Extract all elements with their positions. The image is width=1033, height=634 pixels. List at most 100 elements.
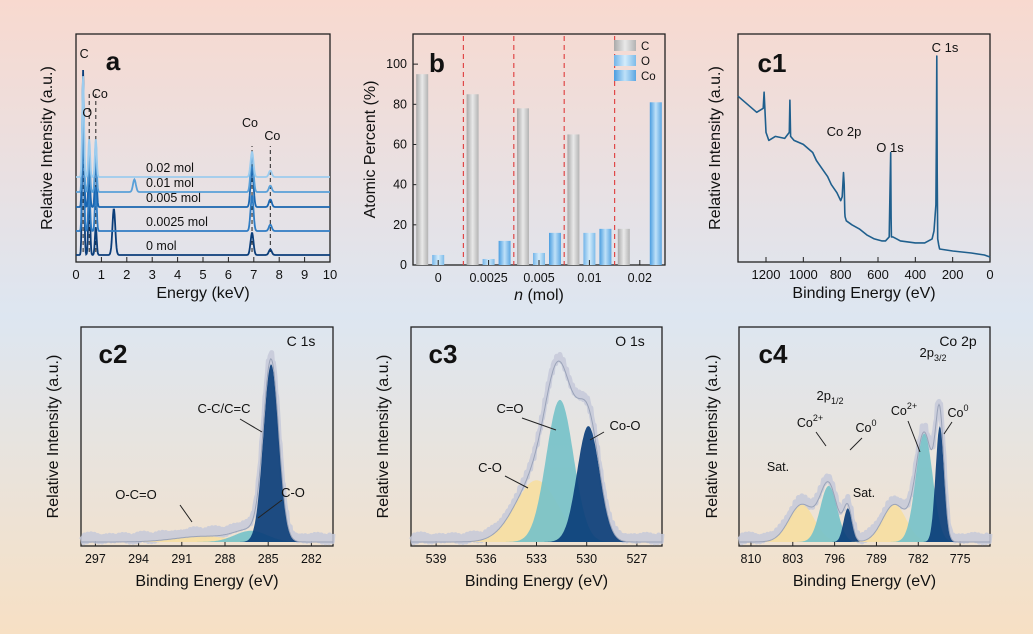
- spectrum-line: [76, 69, 330, 257]
- component-label: C-O: [478, 460, 502, 475]
- label-leader-line: [815, 431, 827, 447]
- x-tick-label: 288: [215, 552, 236, 566]
- peak-label: Co: [264, 129, 280, 143]
- x-tick-label: 291: [171, 552, 192, 566]
- x-tick-label: 539: [426, 552, 447, 566]
- bar-O: [432, 254, 445, 265]
- fit-envelope-line: [739, 403, 990, 543]
- bar-Co: [549, 232, 561, 265]
- peak-annotation: Co 2p: [827, 124, 862, 139]
- y-tick-label: 60: [393, 137, 407, 151]
- panel-c2: 297 294 291 288 285 282 c2 C 1s Binding Energy (…: [45, 326, 336, 590]
- x-tick-label: 0: [72, 267, 79, 282]
- fit-component: [81, 364, 333, 542]
- peak-label: Co: [242, 116, 258, 130]
- label-leader-line: [943, 421, 953, 435]
- x-tick-label: 400: [904, 267, 926, 282]
- x-tick-label: 782: [908, 552, 929, 566]
- spectrum-line: [76, 76, 330, 178]
- x-tick-label: 533: [526, 552, 547, 566]
- orbital-label: 2p1/2: [817, 388, 844, 406]
- y-axis-title: Atomic Percent (%): [362, 81, 379, 219]
- bar-Co: [649, 102, 662, 265]
- x-tick-label: 297: [85, 552, 106, 566]
- x-tick-label: 6: [225, 267, 232, 282]
- bar-O: [533, 252, 545, 265]
- panel-title: C 1s: [287, 333, 316, 349]
- component-label: C-O: [281, 485, 305, 500]
- x-tick-label: 0.0025: [469, 271, 507, 285]
- x-axis-title: Energy (keV): [156, 285, 249, 302]
- fit-component: [739, 504, 990, 542]
- series-label: 0 mol: [146, 239, 177, 253]
- x-tick-label: 1000: [789, 267, 818, 282]
- fit-envelope-line: [411, 360, 662, 543]
- fit-component: [739, 433, 990, 542]
- panel-c1: 1200 1000 800 600 400 200 0 C 1s Co 2p O 1s c1 Bind…: [707, 33, 994, 302]
- x-tick-label: 0.005: [523, 271, 554, 285]
- peak-label: O: [82, 106, 92, 120]
- y-axis-title: Relative Intensity (a.u.): [45, 355, 62, 519]
- bar-O: [583, 232, 596, 265]
- panel-title: Co 2p: [939, 333, 977, 349]
- panel-c4-frame: [738, 326, 991, 547]
- x-tick-label: 3: [149, 267, 156, 282]
- x-tick-label: 4: [174, 267, 181, 282]
- x-tick-label: 0.01: [577, 271, 601, 285]
- x-tick-label: 282: [301, 552, 322, 566]
- y-axis-title: Relative Intensity (a.u.): [375, 355, 392, 519]
- y-axis-title: Relative Intensity (a.u.): [39, 66, 56, 230]
- x-tick-label: 600: [867, 267, 889, 282]
- component-label: O-C=O: [115, 487, 157, 502]
- x-tick-label: 9: [301, 267, 308, 282]
- series-label: 0.02 mol: [146, 161, 194, 175]
- panel-label: c1: [758, 48, 787, 78]
- bar-C: [517, 108, 529, 265]
- spectrum-line: [76, 80, 330, 208]
- x-tick-label: 294: [128, 552, 149, 566]
- y-tick-label: 0: [400, 258, 407, 272]
- label-leader-line: [257, 499, 283, 519]
- x-tick-label: 527: [626, 552, 647, 566]
- bar-C: [416, 74, 429, 265]
- x-tick-label: 2: [123, 267, 130, 282]
- x-tick-label: 5: [199, 267, 206, 282]
- panel-label: c2: [99, 339, 128, 369]
- panel-title: O 1s: [615, 333, 645, 349]
- bar-C: [617, 228, 630, 265]
- panel-label: c4: [759, 339, 788, 369]
- bar-Co: [498, 240, 511, 265]
- x-tick-label: 796: [824, 552, 845, 566]
- y-tick-label: 20: [393, 218, 407, 232]
- x-tick-label: 810: [741, 552, 762, 566]
- panel-c3: 539 536 533 530 527 c3 O 1s Binding Energy (eV)…: [375, 326, 665, 590]
- bar-C: [466, 94, 479, 266]
- panel-label: c3: [429, 339, 458, 369]
- x-axis-title: Binding Energy (eV): [793, 573, 936, 590]
- y-tick-label: 80: [393, 97, 407, 111]
- x-tick-label: 536: [476, 552, 497, 566]
- spectrum-line: [76, 104, 330, 233]
- label-leader-line: [589, 431, 605, 441]
- component-label: C=O: [496, 401, 523, 416]
- x-axis-title: Binding Energy (eV): [135, 573, 278, 590]
- label-leader-line: [907, 420, 921, 453]
- x-tick-label: 10: [323, 267, 337, 282]
- peak-label: Co: [92, 87, 108, 101]
- panel-c4: 810 803 796 789 782 775 c4 Co 2p Binding Energy …: [704, 326, 993, 590]
- x-tick-label: 0: [986, 267, 993, 282]
- series-label: 0.005 mol: [146, 191, 201, 205]
- x-tick-label: 789: [866, 552, 887, 566]
- sat-label: Sat.: [853, 486, 875, 500]
- x-tick-label: 7: [250, 267, 257, 282]
- panel-b: 0 20 40 60 80 100 0 0.0025 0.005 0.01 0.02 CO Co b n (…: [362, 33, 666, 304]
- fit-component: [411, 399, 662, 542]
- legend-swatch: [614, 55, 636, 66]
- co2-label: Co2+: [891, 401, 917, 418]
- co2-label: Co2+: [797, 413, 823, 430]
- panel-label: a: [106, 46, 121, 76]
- peak-annotation: C 1s: [932, 40, 959, 55]
- x-tick-label: 775: [950, 552, 971, 566]
- x-axis-title: Binding Energy (eV): [465, 573, 608, 590]
- x-tick-label: 800: [830, 267, 852, 282]
